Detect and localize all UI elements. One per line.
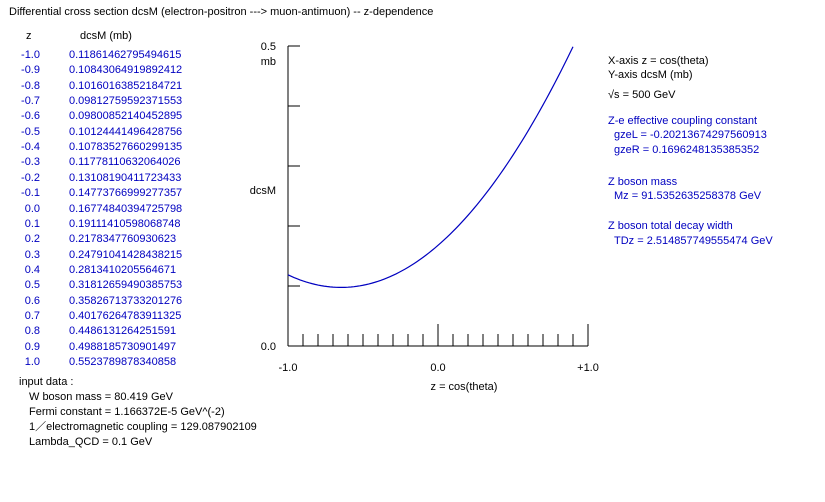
table-row: -0.7 0.09812759592371553: [0, 95, 240, 108]
table-header-z: z: [26, 30, 32, 42]
table-cell-value: 0.19111410598068748: [69, 217, 181, 230]
gzel-value: gzeL = -0.20213674297560913: [614, 129, 767, 141]
table-cell-value: 0.11778110632064026: [69, 156, 181, 169]
table-row: 0.2 0.2178347760930623: [0, 233, 240, 246]
table-row: -0.9 0.10843064919892412: [0, 64, 240, 77]
table-row: -0.4 0.10783527660299135: [0, 141, 240, 154]
table-cell-value: 0.10160163852184721: [69, 79, 183, 92]
table-cell-value: 0.35826713733201276: [69, 294, 183, 307]
table-row: 0.9 0.4988185730901497: [0, 341, 240, 354]
y-axis-label: dcsM: [250, 185, 276, 197]
table-cell-value: 0.4988185730901497: [69, 340, 177, 353]
table-cell-z: -0.6: [21, 110, 40, 123]
table-cell-z: 1.0: [24, 356, 40, 368]
input-lambda-qcd: Lambda_QCD = 0.1 GeV: [29, 436, 153, 448]
input-w-boson-mass: W boson mass = 80.419 GeV: [29, 391, 173, 403]
tdz-value: TDz = 2.514857749555474 GeV: [614, 235, 773, 247]
table-cell-value: 0.2178347760930623: [69, 233, 177, 246]
table-row: -1.0 0.11861462795494615: [0, 49, 240, 62]
x-tick-label: 0.0: [430, 362, 445, 374]
mz-value: Mz = 91.5352635258378 GeV: [614, 190, 762, 202]
table-cell-z: 0.0: [24, 202, 40, 215]
table-row: 0.4 0.2813410205564671: [0, 264, 240, 277]
table-row: 0.3 0.24791041428438215: [0, 249, 240, 262]
table-cell-value: 0.10124441496428756: [69, 125, 183, 138]
sqrt-s-value: s = 500 GeV: [614, 89, 676, 101]
input-data-heading: input data :: [19, 376, 74, 388]
table-cell-value: 0.31812659490385753: [69, 279, 183, 292]
table-cell-z: 0.2: [24, 233, 40, 246]
table-row: -0.1 0.14773766999277357: [0, 187, 240, 200]
table-cell-z: -1.0: [21, 49, 40, 61]
table-cell-value: 0.10843064919892412: [69, 64, 183, 77]
table-cell-z: 0.9: [24, 340, 40, 353]
table-cell-z: 0.5: [24, 279, 40, 292]
table-cell-z: -0.8: [21, 79, 40, 92]
table-row: 0.8 0.4486131264251591: [0, 325, 240, 338]
table-row: 0.7 0.40176264783911325: [0, 310, 240, 323]
table-row: 0.6 0.35826713733201276: [0, 295, 240, 308]
table-header-value: dcsM (mb): [80, 30, 132, 42]
x-tick-label: -1.0: [279, 362, 298, 374]
gzer-value: gzeR = 0.1696248135385352: [614, 144, 760, 156]
x-axis-label: z = cos(theta): [431, 381, 498, 393]
table-row: -0.8 0.10160163852184721: [0, 80, 240, 93]
table-cell-z: -0.3: [21, 156, 40, 169]
input-fermi-constant: Fermi constant = 1.166372E-5 GeV^(-2): [29, 406, 225, 418]
table-cell-z: 0.1: [24, 217, 40, 230]
x-tick-label: +1.0: [577, 362, 599, 374]
table-cell-z: 0.7: [24, 309, 40, 322]
table-cell-value: 0.13108190411723433: [69, 171, 182, 184]
table-cell-value: 0.16774840394725798: [69, 202, 183, 215]
width-heading: Z boson total decay width: [608, 220, 733, 232]
table-cell-value: 0.2813410205564671: [69, 263, 177, 276]
table-cell-z: 0.3: [24, 248, 40, 261]
table-cell-z: 0.4: [24, 263, 40, 276]
table-cell-value: 0.14773766999277357: [69, 187, 183, 200]
table-cell-value: 0.09800852140452895: [69, 110, 183, 123]
table-cell-value: 0.4486131264251591: [69, 325, 177, 338]
table-cell-value: 0.40176264783911325: [69, 309, 182, 322]
table-row: 0.0 0.16774840394725798: [0, 203, 240, 216]
y-axis-info: Y-axis dcsM (mb): [608, 69, 693, 81]
table-cell-z: -0.2: [21, 171, 40, 184]
table-row: -0.6 0.09800852140452895: [0, 110, 240, 123]
table-cell-z: -0.1: [21, 187, 40, 200]
input-em-coupling: 1／electromagnetic coupling = 129.0879021…: [29, 421, 257, 433]
table-row: 0.5 0.31812659490385753: [0, 279, 240, 292]
x-axis-info: X-axis z = cos(theta): [608, 55, 709, 67]
table-row: 0.1 0.19111410598068748: [0, 218, 240, 231]
series-line: [287, 46, 574, 289]
sqrt-icon: √: [608, 89, 615, 101]
coupling-heading: Z-e effective coupling constant: [608, 115, 757, 127]
table-cell-value: 0.09812759592371553: [69, 95, 183, 108]
mass-heading: Z boson mass: [608, 176, 678, 188]
table-row: 1.0 0.5523789878340858: [0, 356, 240, 369]
table-cell-value: 0.10783527660299135: [69, 141, 183, 154]
table-cell-z: -0.9: [21, 64, 40, 77]
y-tick-label: 0.0: [261, 341, 276, 353]
table-cell-z: -0.7: [21, 95, 40, 108]
page-title: Differential cross section dcsM (electro…: [9, 6, 434, 18]
y-tick-label: 0.5: [261, 41, 276, 53]
sqrt-s-info: √s = 500 GeV: [608, 89, 676, 102]
table-cell-value: 0.11861462795494615: [69, 49, 182, 61]
table-row: -0.3 0.11778110632064026: [0, 156, 240, 169]
table-cell-z: -0.5: [21, 125, 40, 138]
table-cell-z: 0.8: [24, 325, 40, 338]
table-cell-value: 0.5523789878340858: [69, 356, 177, 368]
table-cell-value: 0.24791041428438215: [69, 248, 183, 261]
table-row: -0.2 0.13108190411723433: [0, 172, 240, 185]
table-cell-z: 0.6: [24, 294, 40, 307]
y-unit-label: mb: [261, 56, 276, 68]
table-row: -0.5 0.10124441496428756: [0, 126, 240, 139]
table-cell-z: -0.4: [21, 141, 40, 154]
